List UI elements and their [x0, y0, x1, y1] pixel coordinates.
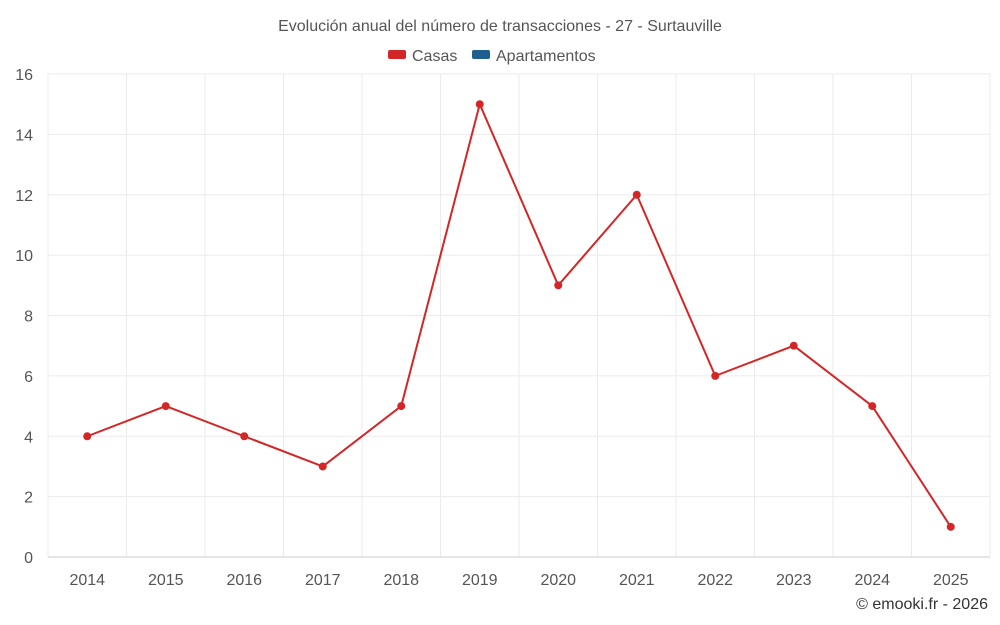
x-gridlines [47, 74, 991, 557]
data-point-casas[interactable] [868, 402, 877, 411]
y-tick-label: 2 [24, 490, 33, 507]
y-tick-label: 10 [15, 248, 33, 265]
y-axis-ticks: 0 2 4 6 8 10 12 14 16 [15, 67, 33, 567]
legend-label-casas: Casas [412, 48, 457, 65]
data-point-casas[interactable] [397, 402, 406, 411]
x-tick-label: 2018 [383, 572, 419, 589]
data-point-casas[interactable] [946, 522, 955, 531]
y-tick-label: 0 [24, 550, 33, 567]
legend-item-casas[interactable]: Casas [388, 48, 457, 65]
x-tick-label: 2025 [933, 572, 969, 589]
y-tick-label: 16 [15, 67, 33, 84]
x-tick-label: 2016 [226, 572, 262, 589]
x-tick-label: 2019 [462, 572, 498, 589]
legend-label-apartamentos: Apartamentos [496, 48, 596, 65]
legend-swatch-apartamentos [472, 50, 490, 59]
data-point-casas[interactable] [161, 402, 170, 411]
x-tick-label: 2021 [619, 572, 655, 589]
y-tick-label: 14 [15, 127, 33, 144]
legend-swatch-casas [388, 50, 406, 59]
data-point-casas[interactable] [789, 341, 798, 350]
data-point-casas[interactable] [475, 100, 484, 109]
legend: Casas Apartamentos [388, 48, 596, 65]
data-point-casas[interactable] [632, 190, 641, 199]
x-tick-label: 2020 [540, 572, 576, 589]
series-casas [83, 100, 955, 531]
data-point-casas[interactable] [240, 432, 249, 441]
credit-text: © emooki.fr - 2026 [856, 596, 988, 613]
data-point-casas[interactable] [711, 371, 720, 380]
x-tick-label: 2017 [305, 572, 341, 589]
x-tick-label: 2023 [776, 572, 812, 589]
y-tick-label: 12 [15, 188, 33, 205]
series-line-casas [86, 103, 952, 528]
data-point-casas[interactable] [318, 462, 327, 471]
x-tick-label: 2014 [69, 572, 105, 589]
x-tick-label: 2015 [148, 572, 184, 589]
x-tick-label: 2024 [854, 572, 890, 589]
data-point-casas[interactable] [554, 281, 563, 290]
data-point-casas[interactable] [83, 432, 92, 441]
y-tick-label: 6 [24, 369, 33, 386]
y-tick-label: 8 [24, 309, 33, 326]
x-tick-label: 2022 [697, 572, 733, 589]
y-tick-label: 4 [24, 429, 33, 446]
legend-item-apartamentos[interactable]: Apartamentos [472, 48, 596, 65]
x-axis-ticks: 2014 2015 2016 2017 2018 2019 2020 2021 2022 2023… [69, 572, 968, 589]
chart-title: Evolución anual del número de transaccio… [278, 18, 722, 35]
